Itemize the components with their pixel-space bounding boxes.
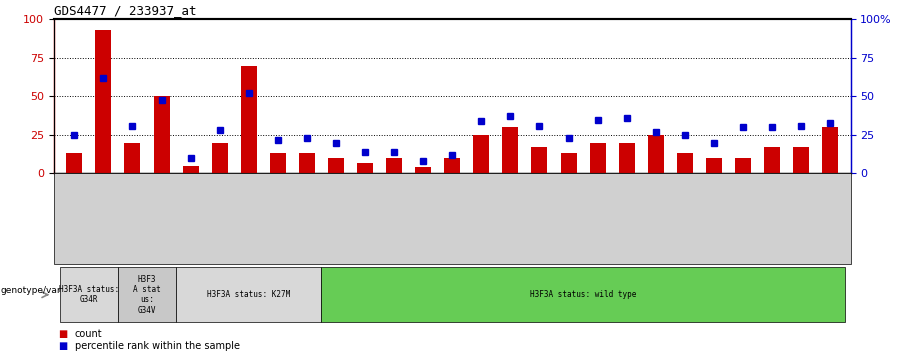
Bar — [823, 127, 838, 173]
Bar — [357, 163, 373, 173]
Text: H3F3A status: wild type: H3F3A status: wild type — [530, 290, 636, 299]
Bar — [793, 147, 809, 173]
Text: count: count — [75, 329, 103, 339]
Bar — [502, 127, 518, 173]
Bar — [154, 96, 169, 173]
Bar — [328, 158, 344, 173]
Text: genotype/variation: genotype/variation — [1, 286, 87, 295]
Bar — [386, 158, 402, 173]
Bar — [764, 147, 780, 173]
Bar — [183, 166, 199, 173]
Bar — [618, 143, 634, 173]
Bar — [270, 153, 286, 173]
Bar — [706, 158, 722, 173]
Bar — [299, 153, 315, 173]
Bar — [212, 143, 228, 173]
Bar — [590, 143, 606, 173]
Text: ■: ■ — [58, 341, 68, 351]
Bar — [473, 135, 490, 173]
Bar — [532, 147, 547, 173]
Bar — [677, 153, 693, 173]
Text: H3F3
A stat
us:
G34V: H3F3 A stat us: G34V — [133, 275, 161, 315]
Text: H3F3A status:
G34R: H3F3A status: G34R — [58, 285, 119, 304]
Bar — [95, 30, 112, 173]
Bar — [735, 158, 751, 173]
Text: ■: ■ — [58, 329, 68, 339]
Bar — [561, 153, 577, 173]
Bar — [124, 143, 140, 173]
Text: percentile rank within the sample: percentile rank within the sample — [75, 341, 239, 351]
Bar — [241, 65, 256, 173]
Text: GDS4477 / 233937_at: GDS4477 / 233937_at — [54, 4, 196, 17]
Bar — [445, 158, 460, 173]
Bar — [415, 167, 431, 173]
Bar — [648, 135, 663, 173]
Text: H3F3A status: K27M: H3F3A status: K27M — [207, 290, 291, 299]
Bar — [67, 153, 82, 173]
